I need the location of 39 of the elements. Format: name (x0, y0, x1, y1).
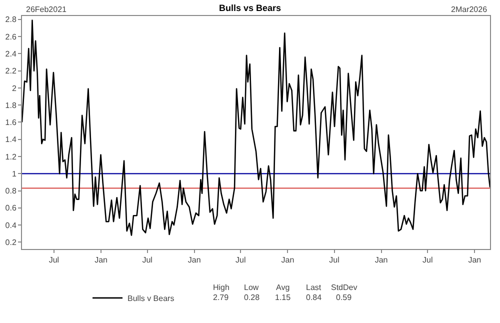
y-tick-label: 2.4 (5, 49, 17, 58)
y-tick-label: 1.2 (5, 152, 17, 162)
x-tick-label: Jan (94, 256, 108, 265)
line-series (22, 20, 490, 236)
text: 2.79 (213, 293, 230, 302)
text: 1.15 (275, 293, 292, 302)
y-tick-label: 0.6 (5, 204, 17, 213)
text: 2Mar2026 (451, 5, 488, 14)
y-tick-label: 2 (12, 84, 17, 93)
y-tick-label: 0.2 (5, 238, 17, 247)
x-tick-label: Jul (422, 256, 433, 265)
x-tick-label: Jan (188, 256, 201, 265)
text: 0.84 (306, 293, 322, 302)
x-tick-label: Jan (468, 256, 482, 265)
y-tick-label: 1.4 (5, 135, 17, 144)
text: High (213, 283, 230, 292)
y-tick-label: 0.4 (5, 220, 17, 230)
x-tick-label: Jan (281, 256, 294, 265)
x-tick-label: Jan (374, 256, 388, 265)
y-tick-label: 2.2 (5, 66, 17, 76)
text: Avg (276, 283, 290, 292)
text: 26Feb2021 (26, 5, 68, 14)
y-tick-label: 1 (12, 169, 17, 178)
y-tick-label: 2.8 (5, 15, 17, 24)
y-tick-label: 2.6 (5, 32, 17, 42)
chart-title: Bulls vs Bears (218, 3, 282, 14)
x-tick-label: Jul (48, 256, 60, 265)
text: StdDev (331, 283, 358, 292)
x-tick-label: Jul (142, 256, 153, 265)
y-tick-label: 0.8 (5, 186, 17, 196)
x-tick-label: Jul (329, 256, 340, 265)
x-tick-label: Jul (236, 256, 246, 265)
y-tick-label: 1.8 (5, 100, 17, 110)
text: Low (244, 283, 259, 292)
legend-label: Bulls v Bears (128, 294, 174, 304)
text: 0.59 (336, 293, 352, 302)
y-tick-label: 1.6 (5, 118, 17, 128)
text: Last (306, 283, 322, 292)
text: 0.28 (244, 293, 260, 302)
